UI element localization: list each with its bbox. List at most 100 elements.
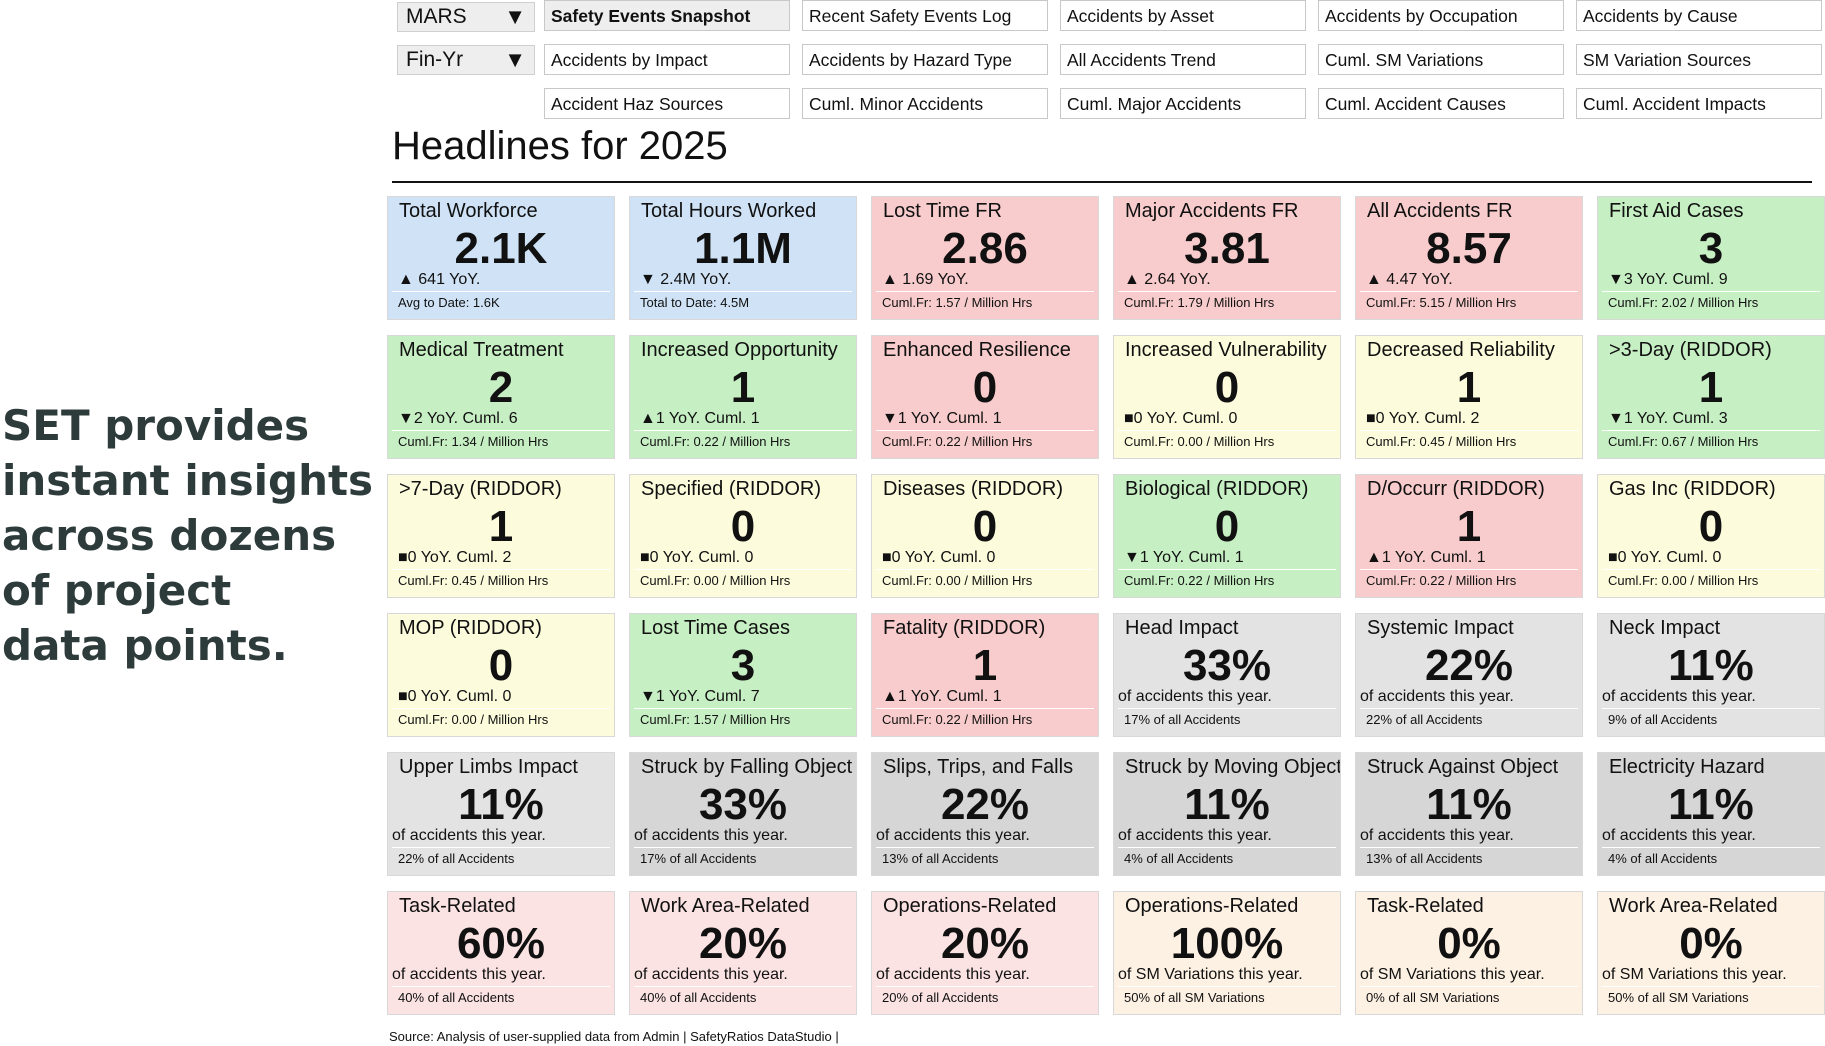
nav-accident-haz-sources[interactable]: Accident Haz Sources <box>544 88 790 119</box>
nav-accidents-by-cause[interactable]: Accidents by Cause <box>1576 0 1822 31</box>
nav-accidents-by-hazard-type[interactable]: Accidents by Hazard Type <box>802 44 1048 75</box>
kpi-card[interactable]: Task-Related 60% of accidents this year. 40… <box>387 891 615 1015</box>
kpi-card[interactable]: MOP (RIDDOR) 0 ■0 YoY. Cuml. 0 Cuml.Fr: 0.0… <box>387 613 615 737</box>
kpi-card[interactable]: Fatality (RIDDOR) 1 ▲1 YoY. Cuml. 1 Cuml.Fr… <box>871 613 1099 737</box>
kpi-card[interactable]: Lost Time Cases 3 ▼1 YoY. Cuml. 7 Cuml.Fr: … <box>629 613 857 737</box>
kpi-card[interactable]: Gas Inc (RIDDOR) 0 ■0 YoY. Cuml. 0 Cuml.Fr:… <box>1597 474 1825 598</box>
kpi-footnote: Cuml.Fr: 1.57 / Million Hrs <box>882 295 1033 310</box>
kpi-card[interactable]: Decreased Reliability 1 ■0 YoY. Cuml. 2 Cum… <box>1355 335 1583 459</box>
promo-line: instant insights <box>2 456 374 505</box>
kpi-footnote: 40% of all Accidents <box>398 990 515 1005</box>
kpi-title: Increased Vulnerability <box>1125 339 1327 361</box>
nav-cuml-accident-causes[interactable]: Cuml. Accident Causes <box>1318 88 1564 119</box>
nav-sm-variation-sources[interactable]: SM Variation Sources <box>1576 44 1822 75</box>
kpi-title: Work Area-Related <box>641 895 810 917</box>
kpi-value: 0 <box>972 502 998 551</box>
kpi-footnote: 50% of all SM Variations <box>1124 990 1265 1005</box>
kpi-change: of accidents this year. <box>876 826 1094 848</box>
kpi-value: 1 <box>1456 363 1482 412</box>
kpi-card[interactable]: Operations-Related 20% of accidents this y… <box>871 891 1099 1015</box>
kpi-footnote: Cuml.Fr: 0.45 / Million Hrs <box>398 573 549 588</box>
nav-all-accidents-trend[interactable]: All Accidents Trend <box>1060 44 1306 75</box>
kpi-footnote: Total to Date: 4.5M <box>640 295 750 310</box>
kpi-value: 0 <box>1214 363 1240 412</box>
kpi-card[interactable]: Biological (RIDDOR) 0 ▼1 YoY. Cuml. 1 Cuml.… <box>1113 474 1341 598</box>
kpi-footnote: Cuml.Fr: 5.15 / Million Hrs <box>1366 295 1517 310</box>
kpi-change: ■0 YoY. Cuml. 0 <box>1602 548 1820 570</box>
kpi-card[interactable]: Struck Against Object 11% of accidents thi… <box>1355 752 1583 876</box>
kpi-title: Specified (RIDDOR) <box>641 478 822 500</box>
kpi-card[interactable]: Total Hours Worked 1.1M ▼ 2.4M YoY. Total t… <box>629 196 857 320</box>
kpi-value: 60% <box>456 919 546 968</box>
nav-accidents-by-asset[interactable]: Accidents by Asset <box>1060 0 1306 31</box>
nav-cuml-accident-impacts[interactable]: Cuml. Accident Impacts <box>1576 88 1822 119</box>
kpi-card[interactable]: Slips, Trips, and Falls 22% of accidents t… <box>871 752 1099 876</box>
title-divider <box>392 181 1812 183</box>
kpi-value: 20% <box>698 919 788 968</box>
kpi-card[interactable]: Neck Impact 11% of accidents this year. 9% … <box>1597 613 1825 737</box>
nav-cuml-minor-accidents[interactable]: Cuml. Minor Accidents <box>802 88 1048 119</box>
nav-recent-safety-events-log[interactable]: Recent Safety Events Log <box>802 0 1048 31</box>
kpi-change: ■0 YoY. Cuml. 0 <box>876 548 1094 570</box>
kpi-card[interactable]: Upper Limbs Impact 11% of accidents this y… <box>387 752 615 876</box>
kpi-change: of accidents this year. <box>1360 687 1578 709</box>
kpi-footnote: Cuml.Fr: 1.34 / Million Hrs <box>398 434 549 449</box>
kpi-title: Gas Inc (RIDDOR) <box>1609 478 1776 500</box>
kpi-title: Medical Treatment <box>399 339 564 361</box>
kpi-card[interactable]: Task-Related 0% of SM Variations this year… <box>1355 891 1583 1015</box>
kpi-card[interactable]: Lost Time FR 2.86 ▲ 1.69 YoY. Cuml.Fr: 1.57… <box>871 196 1099 320</box>
kpi-card[interactable]: All Accidents FR 8.57 ▲ 4.47 YoY. Cuml.Fr: … <box>1355 196 1583 320</box>
kpi-title: D/Occurr (RIDDOR) <box>1367 478 1545 500</box>
nav-cuml-major-accidents[interactable]: Cuml. Major Accidents <box>1060 88 1306 119</box>
kpi-change: ■0 YoY. Cuml. 0 <box>392 687 610 709</box>
project-dropdown[interactable]: MARS ▼ <box>397 2 535 32</box>
kpi-card[interactable]: Major Accidents FR 3.81 ▲ 2.64 YoY. Cuml.Fr… <box>1113 196 1341 320</box>
kpi-change: of accidents this year. <box>1602 826 1820 848</box>
kpi-value: 1 <box>972 641 998 690</box>
kpi-card[interactable]: First Aid Cases 3 ▼3 YoY. Cuml. 9 Cuml.Fr: … <box>1597 196 1825 320</box>
kpi-value: 1 <box>488 502 514 551</box>
kpi-card[interactable]: Struck by Falling Object 33% of accidents … <box>629 752 857 876</box>
kpi-value: 2.86 <box>942 224 1028 273</box>
kpi-value: 0 <box>488 641 514 690</box>
kpi-card[interactable]: Electricity Hazard 11% of accidents this y… <box>1597 752 1825 876</box>
kpi-title: Neck Impact <box>1609 617 1721 639</box>
kpi-card[interactable]: Increased Vulnerability 0 ■0 YoY. Cuml. 0 C… <box>1113 335 1341 459</box>
kpi-card[interactable]: D/Occurr (RIDDOR) 1 ▲1 YoY. Cuml. 1 Cuml.Fr… <box>1355 474 1583 598</box>
kpi-card[interactable]: Work Area-Related 0% of SM Variations this… <box>1597 891 1825 1015</box>
kpi-footnote: Cuml.Fr: 0.22 / Million Hrs <box>640 434 791 449</box>
kpi-change: of accidents this year. <box>876 965 1094 987</box>
kpi-value: 11% <box>1668 780 1754 829</box>
kpi-footnote: 22% of all Accidents <box>1366 712 1483 727</box>
promo-line: across dozens <box>2 511 337 560</box>
kpi-title: Total Hours Worked <box>641 200 817 222</box>
nav-accidents-by-impact[interactable]: Accidents by Impact <box>544 44 790 75</box>
kpi-change: of accidents this year. <box>634 826 852 848</box>
kpi-card[interactable]: Systemic Impact 22% of accidents this year… <box>1355 613 1583 737</box>
kpi-card[interactable]: Increased Opportunity 1 ▲1 YoY. Cuml. 1 Cum… <box>629 335 857 459</box>
kpi-change: of accidents this year. <box>1118 687 1336 709</box>
period-dropdown[interactable]: Fin-Yr ▼ <box>397 45 535 75</box>
kpi-change: of accidents this year. <box>392 826 610 848</box>
promo-line: of project <box>2 566 232 615</box>
kpi-card[interactable]: Medical Treatment 2 ▼2 YoY. Cuml. 6 Cuml.Fr… <box>387 335 615 459</box>
kpi-card[interactable]: Work Area-Related 20% of accidents this ye… <box>629 891 857 1015</box>
nav-accidents-by-occupation[interactable]: Accidents by Occupation <box>1318 0 1564 31</box>
nav-safety-events-snapshot[interactable]: Safety Events Snapshot <box>544 0 790 31</box>
kpi-footnote: Cuml.Fr: 0.00 / Million Hrs <box>1124 434 1275 449</box>
kpi-title: Electricity Hazard <box>1609 756 1765 778</box>
kpi-card[interactable]: Specified (RIDDOR) 0 ■0 YoY. Cuml. 0 Cuml.F… <box>629 474 857 598</box>
kpi-card[interactable]: Diseases (RIDDOR) 0 ■0 YoY. Cuml. 0 Cuml.Fr… <box>871 474 1099 598</box>
kpi-card[interactable]: Total Workforce 2.1K ▲ 641 YoY. Avg to Date… <box>387 196 615 320</box>
kpi-card[interactable]: >3-Day (RIDDOR) 1 ▼1 YoY. Cuml. 3 Cuml.Fr: … <box>1597 335 1825 459</box>
kpi-title: Total Workforce <box>399 200 538 222</box>
kpi-value: 0 <box>730 502 756 551</box>
kpi-card[interactable]: Head Impact 33% of accidents this year. 17%… <box>1113 613 1341 737</box>
kpi-card[interactable]: Operations-Related 100% of SM Variations t… <box>1113 891 1341 1015</box>
kpi-card[interactable]: >7-Day (RIDDOR) 1 ■0 YoY. Cuml. 2 Cuml.Fr: … <box>387 474 615 598</box>
kpi-title: Lost Time FR <box>883 200 1002 222</box>
kpi-card[interactable]: Enhanced Resilience 0 ▼1 YoY. Cuml. 1 Cuml.… <box>871 335 1099 459</box>
kpi-card[interactable]: Struck by Moving Object 11% of accidents t… <box>1113 752 1341 876</box>
nav-cuml-sm-variations[interactable]: Cuml. SM Variations <box>1318 44 1564 75</box>
kpi-value: 1 <box>1698 363 1724 412</box>
